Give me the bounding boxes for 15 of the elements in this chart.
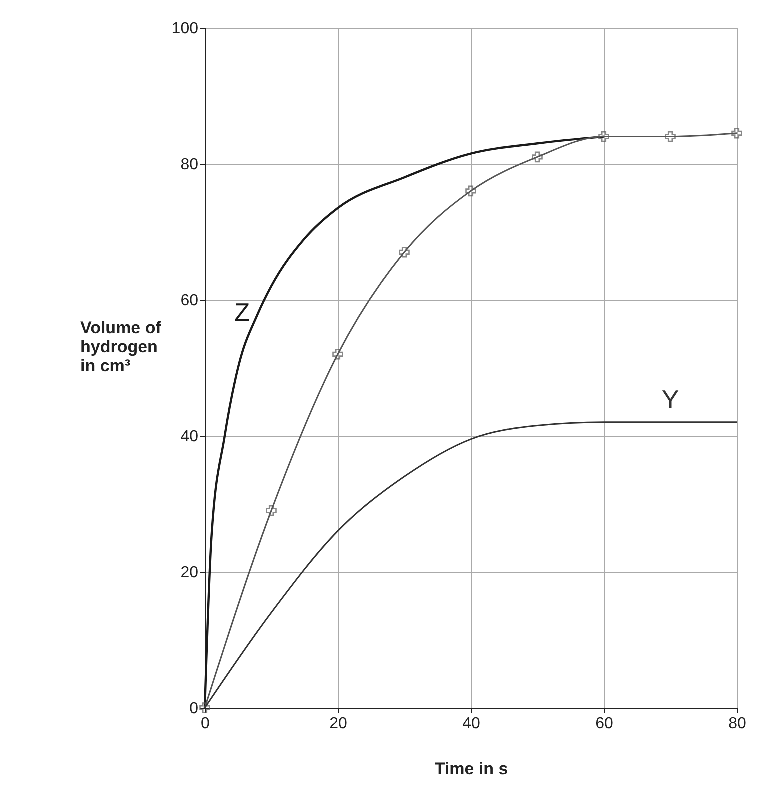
x-tick-label: 40: [462, 716, 480, 732]
y-axis-title: Volume of hydrogen in cm³: [80, 318, 162, 376]
y-tick-label: 60: [180, 292, 199, 310]
y-tick-label: 100: [172, 20, 199, 38]
x-tick-label: 80: [728, 716, 746, 732]
y-tick-label: 80: [180, 156, 199, 174]
x-axis-title: Time in s: [434, 760, 508, 778]
y-tick-label: 20: [180, 564, 199, 582]
series-label: Y: [662, 384, 680, 414]
x-tick-label: 0: [201, 716, 210, 732]
series-label: Z: [234, 298, 250, 328]
y-tick-label: 40: [180, 428, 199, 446]
y-tick-label: 0: [190, 700, 199, 718]
x-tick-label: 20: [330, 716, 348, 732]
x-tick-label: 60: [596, 716, 614, 732]
